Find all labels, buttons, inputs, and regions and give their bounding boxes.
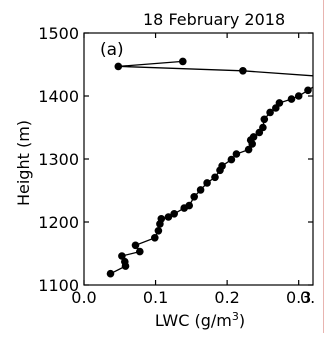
x-axis-label-superscript: 3 bbox=[232, 310, 239, 323]
data-point bbox=[121, 257, 129, 266]
data-point bbox=[190, 193, 198, 201]
x-tick-label: 0.1 bbox=[143, 288, 168, 307]
data-point bbox=[164, 213, 173, 221]
data-point bbox=[259, 123, 267, 132]
data-point bbox=[151, 234, 159, 242]
data-point bbox=[118, 252, 126, 260]
data-point bbox=[211, 173, 219, 182]
data-point bbox=[179, 57, 187, 66]
x-tick-label: 0.0 bbox=[71, 288, 96, 307]
tick-layer: 1100 1200 1300 1400 1500 0.0 0.1 0.2 0.30. bbox=[38, 24, 315, 307]
data-point bbox=[131, 241, 140, 250]
data-point bbox=[136, 247, 144, 256]
panel-label: (a) bbox=[100, 40, 124, 60]
chart-title: 18 February 2018 bbox=[143, 10, 285, 29]
data-point bbox=[314, 80, 322, 88]
data-layer bbox=[106, 57, 322, 278]
x-tick-label: 0.3 bbox=[286, 288, 311, 307]
y-tick-label: 1100 bbox=[38, 276, 79, 295]
data-point bbox=[275, 99, 284, 107]
data-point bbox=[157, 215, 166, 223]
data-point bbox=[304, 86, 312, 95]
data-point bbox=[294, 92, 303, 100]
data-point bbox=[260, 115, 269, 124]
data-point bbox=[266, 108, 274, 117]
data-point bbox=[196, 186, 205, 194]
y-tick-label: 1200 bbox=[38, 213, 79, 232]
data-point bbox=[244, 145, 253, 154]
data-point bbox=[227, 155, 236, 164]
series-line bbox=[110, 60, 313, 275]
data-point bbox=[239, 67, 247, 75]
data-point bbox=[232, 150, 241, 158]
y-axis-label: Height (m) bbox=[14, 120, 33, 206]
x-axis-label: LWC (g/m3) bbox=[155, 310, 245, 330]
data-point bbox=[154, 227, 163, 235]
y-tick-label: 1400 bbox=[38, 87, 79, 106]
y-tick-label: 1500 bbox=[38, 24, 79, 43]
data-point bbox=[106, 269, 115, 278]
data-point bbox=[218, 162, 226, 170]
data-point bbox=[170, 210, 178, 218]
data-point bbox=[249, 133, 258, 141]
y-tick-label: 1300 bbox=[38, 150, 79, 169]
data-point bbox=[203, 179, 211, 187]
x-tick-label: 0.2 bbox=[214, 288, 239, 307]
page-edge-line bbox=[323, 0, 324, 333]
data-point bbox=[287, 95, 296, 103]
axes-frame bbox=[83, 32, 314, 286]
x-tick-label: 0. bbox=[300, 288, 315, 307]
data-point bbox=[114, 62, 123, 71]
x-axis-label-main: LWC (g/m bbox=[155, 311, 232, 330]
x-axis-label-close: ) bbox=[239, 311, 245, 330]
data-point bbox=[185, 201, 193, 210]
